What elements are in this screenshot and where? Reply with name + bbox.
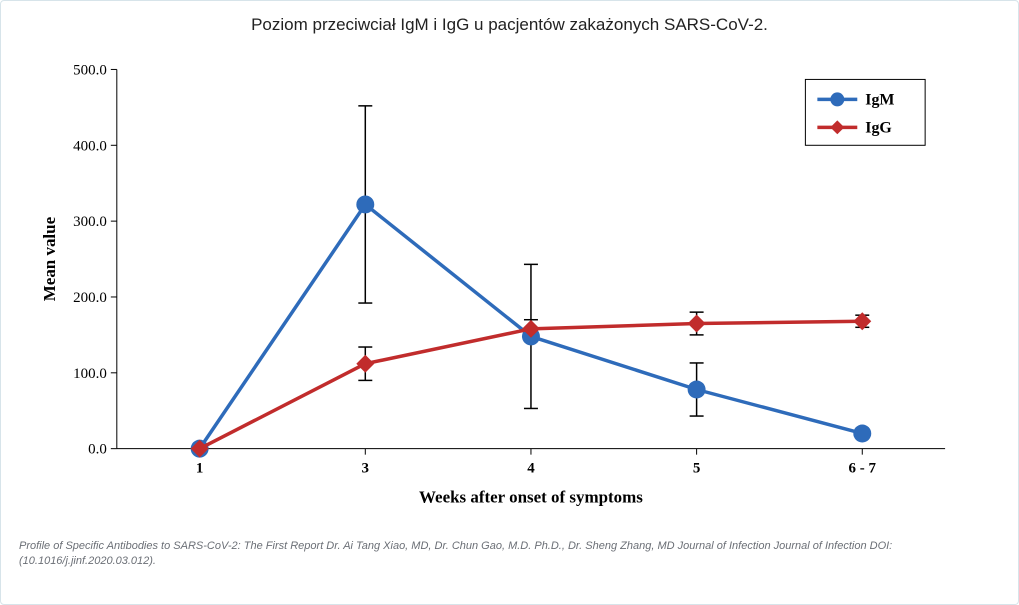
svg-text:6 - 7: 6 - 7 [849,461,877,477]
svg-text:Weeks after onset of symptoms: Weeks after onset of symptoms [419,488,643,507]
antibody-line-chart: 0.0 100.0 200.0 300.0 400.0 500.0 1 3 4 5 6 - 7 Mea… [27,39,992,529]
svg-text:500.0: 500.0 [73,62,107,78]
svg-text:4: 4 [527,461,535,477]
svg-text:3: 3 [362,461,369,477]
svg-text:IgM: IgM [865,91,894,108]
svg-text:100.0: 100.0 [73,366,107,382]
svg-text:5: 5 [693,461,700,477]
citation-text: Profile of Specific Antibodies to SARS-C… [1,529,1018,569]
svg-text:400.0: 400.0 [73,138,107,154]
svg-text:IgG: IgG [865,119,892,136]
svg-text:200.0: 200.0 [73,290,107,306]
chart-title: Poziom przeciwciał IgM i IgG u pacjentów… [1,1,1018,39]
svg-text:1: 1 [196,461,203,477]
svg-text:300.0: 300.0 [73,214,107,230]
chart-wrap: 0.0 100.0 200.0 300.0 400.0 500.0 1 3 4 5 6 - 7 Mea… [1,39,1018,529]
svg-text:Mean value: Mean value [40,216,59,301]
svg-text:0.0: 0.0 [88,442,107,458]
chart-card: Poziom przeciwciał IgM i IgG u pacjentów… [0,0,1019,605]
